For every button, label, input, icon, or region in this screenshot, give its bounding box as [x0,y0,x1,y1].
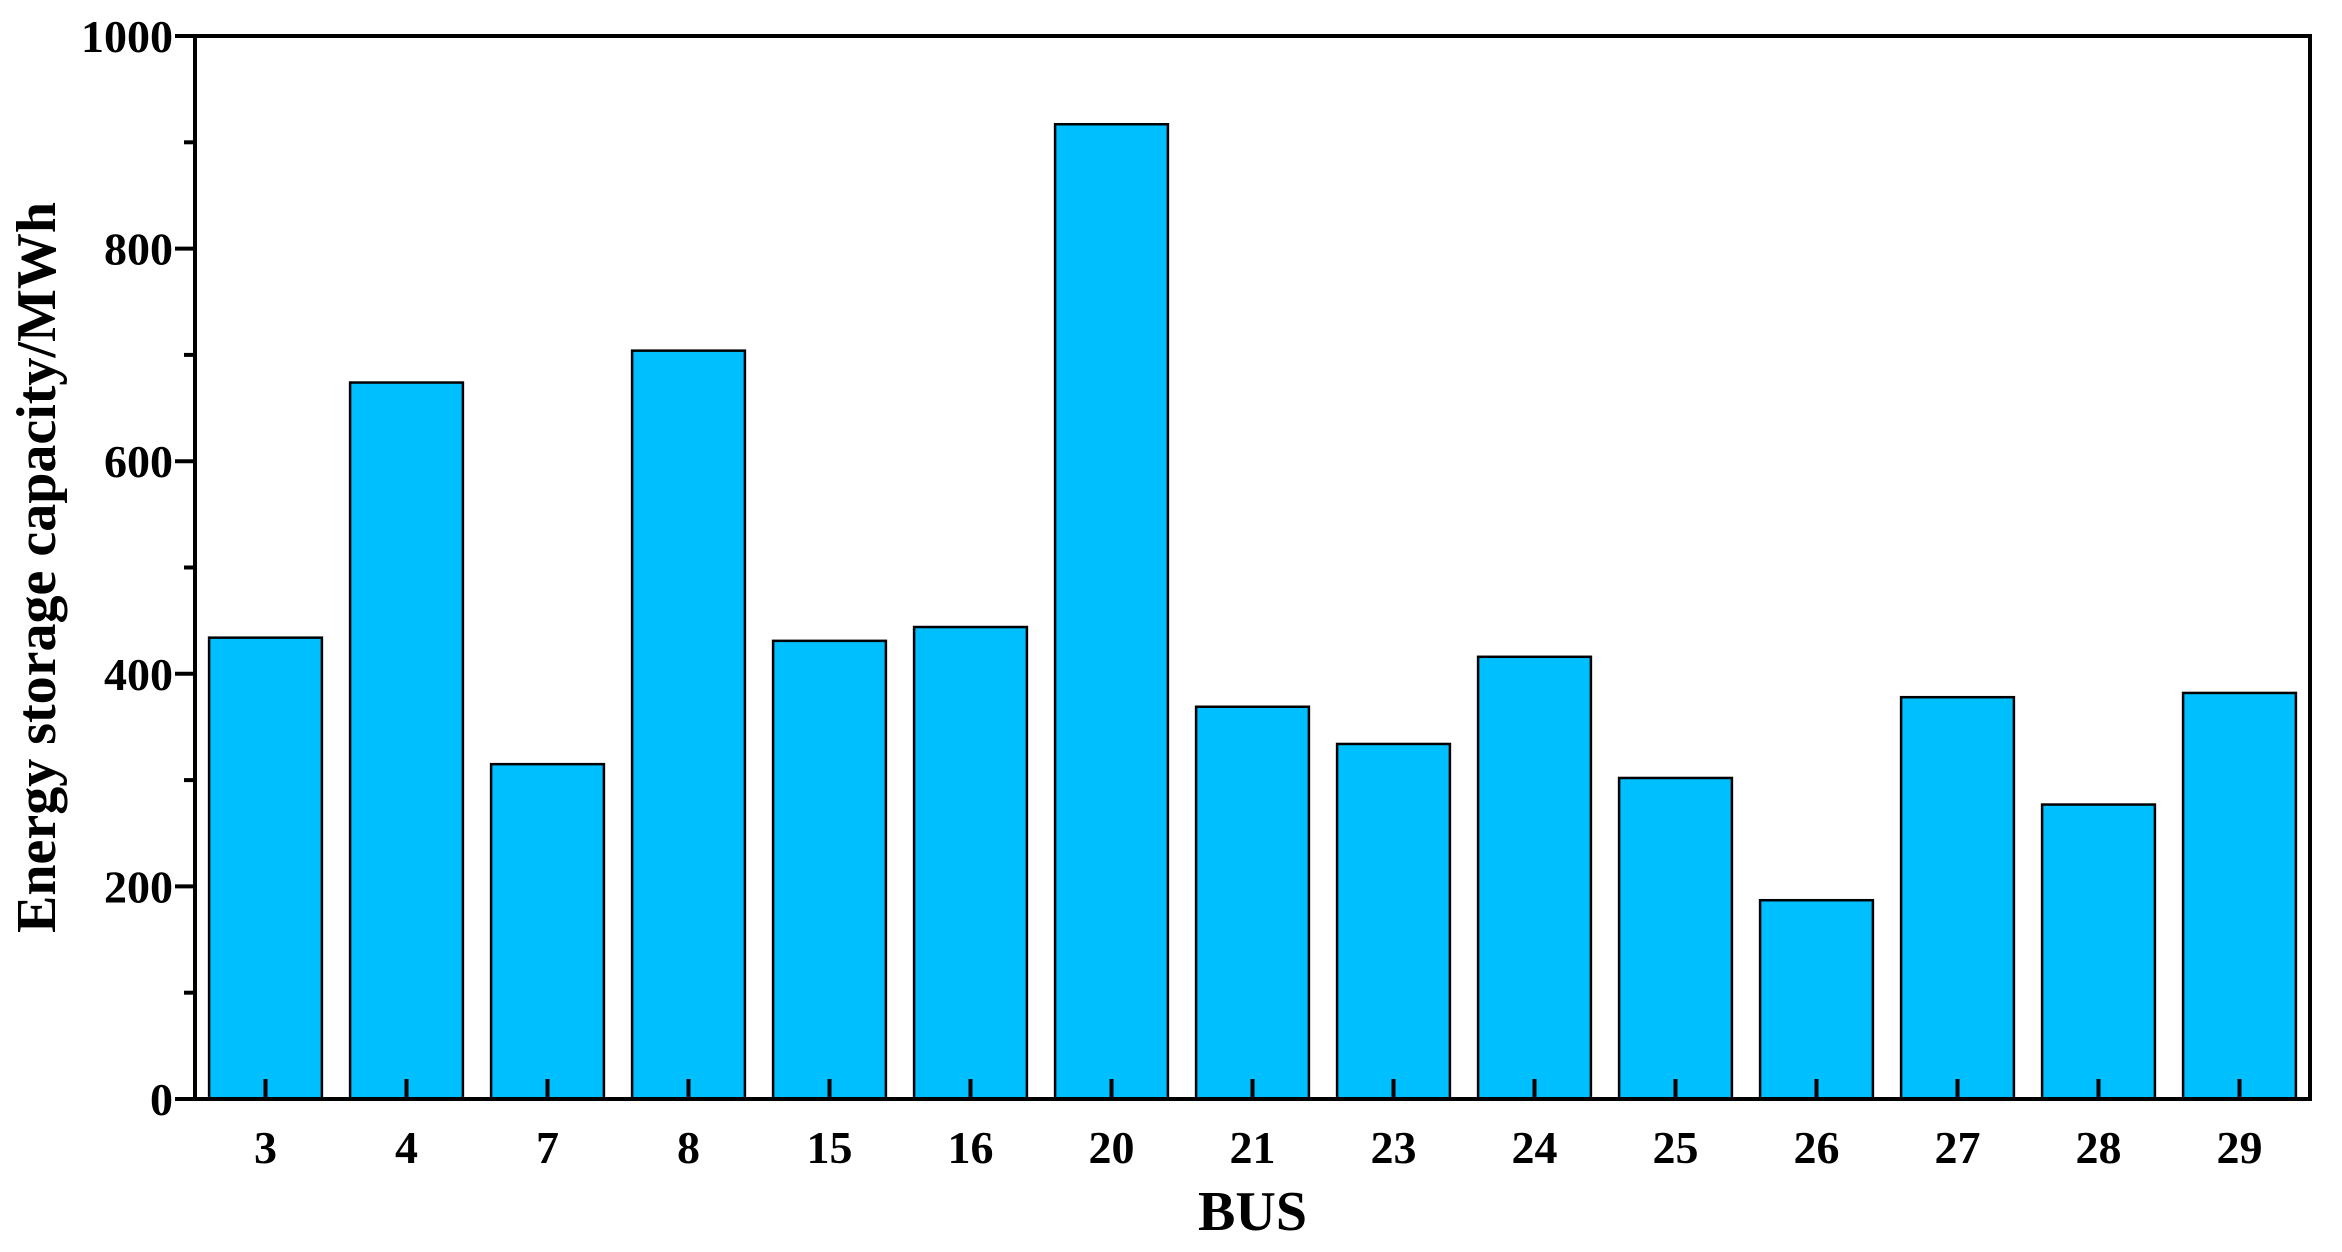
y-tick-label: 400 [104,649,173,700]
x-tick-label: 8 [677,1122,700,1173]
y-tick-label: 600 [104,436,173,487]
x-tick-label: 15 [807,1122,853,1173]
bar-27 [1899,695,2016,1101]
bar-3 [207,636,324,1101]
x-tick-label: 4 [395,1122,418,1173]
bar-23 [1335,742,1452,1101]
x-tick-label: 16 [948,1122,994,1173]
x-tick-label: 7 [536,1122,559,1173]
bar-8 [630,349,747,1101]
y-tick-label: 200 [104,861,173,912]
bar-24 [1476,655,1593,1101]
bar-21 [1194,705,1311,1101]
x-tick-label: 23 [1371,1122,1417,1173]
plot-frame [193,34,2312,1101]
bar-20 [1053,122,1170,1101]
bar-25 [1617,776,1734,1101]
y-tick-label: 0 [150,1074,173,1125]
x-tick-label: 28 [2076,1122,2122,1173]
x-ticks: 3 4 7 8 15 16 20 21 23 24 25 26 27 28 29 [254,1079,2263,1173]
bars-layer [207,122,2298,1101]
bar-28 [2040,803,2157,1101]
y-tick-label: 1000 [81,11,173,62]
y-tick-label: 800 [104,224,173,275]
bar-16 [912,625,1029,1101]
x-tick-label: 25 [1653,1122,1699,1173]
bar-7 [489,762,606,1101]
x-tick-label: 29 [2217,1122,2263,1173]
x-tick-label: 27 [1935,1122,1981,1173]
bar-29 [2181,691,2298,1101]
bar-26 [1758,898,1875,1101]
x-axis-title: BUS [1198,1181,1307,1243]
x-tick-label: 24 [1512,1122,1558,1173]
y-axis-title: Energy storage capacity/MWh [6,202,68,933]
x-tick-label: 20 [1089,1122,1135,1173]
x-tick-label: 26 [1794,1122,1840,1173]
bar-4 [348,381,465,1101]
x-tick-label: 3 [254,1122,277,1173]
bar-15 [771,639,888,1101]
y-ticks: 0 200 400 600 800 1000 [81,11,195,1125]
x-tick-label: 21 [1230,1122,1276,1173]
